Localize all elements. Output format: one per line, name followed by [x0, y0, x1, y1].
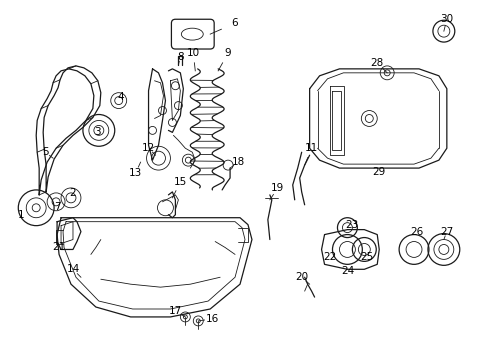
Text: 1: 1	[18, 210, 24, 220]
Text: 16: 16	[205, 314, 218, 324]
Text: 5: 5	[42, 147, 48, 157]
Text: 11: 11	[305, 143, 318, 153]
Text: 14: 14	[66, 264, 80, 274]
Text: 3: 3	[94, 127, 101, 138]
Text: 29: 29	[372, 167, 385, 177]
Text: 6: 6	[231, 18, 238, 28]
Text: 21: 21	[52, 243, 65, 252]
Text: 8: 8	[177, 52, 183, 62]
Text: 18: 18	[231, 157, 244, 167]
Text: 2: 2	[69, 188, 76, 198]
Text: 26: 26	[409, 226, 423, 237]
Text: 7: 7	[54, 202, 60, 212]
Text: 28: 28	[370, 58, 383, 68]
Text: 17: 17	[168, 306, 182, 316]
Text: 24: 24	[340, 266, 353, 276]
Text: 22: 22	[322, 252, 335, 262]
Text: 19: 19	[271, 183, 284, 193]
Text: 23: 23	[344, 220, 357, 230]
Text: 9: 9	[224, 48, 231, 58]
Text: 25: 25	[360, 252, 373, 262]
Text: 12: 12	[142, 143, 155, 153]
Text: 20: 20	[294, 272, 307, 282]
Text: 27: 27	[439, 226, 452, 237]
Text: 13: 13	[129, 168, 142, 178]
Text: 15: 15	[173, 177, 186, 187]
Text: 30: 30	[439, 14, 452, 24]
Text: 4: 4	[117, 92, 124, 102]
Text: 10: 10	[186, 48, 200, 58]
